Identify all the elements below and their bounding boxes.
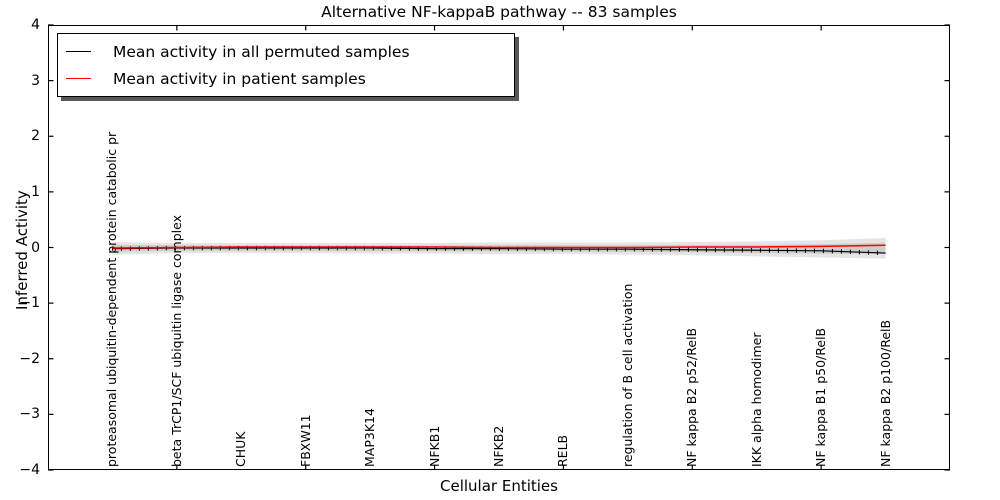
y-tick-label: 0 — [31, 239, 40, 256]
x-tick-label: MAP3K14 — [362, 408, 378, 467]
chart-title: Alternative NF-kappaB pathway -- 83 samp… — [321, 3, 677, 21]
x-tick-label: regulation of B cell activation — [619, 283, 635, 467]
x-tick-label: NF kappa B2 p100/RelB — [877, 319, 893, 467]
y-tick-label: 3 — [31, 72, 40, 89]
y-tick-label: −4 — [19, 462, 40, 478]
x-tick-label: NFKB2 — [491, 425, 506, 467]
y-tick-label: −3 — [19, 406, 40, 423]
legend-item-patient: Mean activity in patient samples — [66, 65, 514, 92]
x-tick-label: proteasomal ubiquitin-dependent protein … — [104, 131, 120, 467]
x-tick-label: RELB — [555, 434, 571, 467]
y-tick-label: 2 — [31, 128, 40, 145]
x-tick-label: NF kappa B1 p50/RelB — [813, 327, 829, 467]
legend-label-permuted: Mean activity in all permuted samples — [113, 42, 410, 61]
x-tick-label: FBXW11 — [297, 414, 313, 467]
y-tick-label: −1 — [19, 295, 40, 312]
x-tick-label: NFKB1 — [426, 425, 442, 467]
legend-label-patient: Mean activity in patient samples — [113, 69, 366, 88]
legend-line-patient-icon — [66, 78, 91, 79]
y-tick-label: −2 — [19, 350, 40, 367]
x-tick-label: CHUK — [233, 431, 249, 467]
x-tick-label: beta TrCP1/SCF ubiquitin ligase complex — [168, 215, 184, 467]
legend-item-permuted: Mean activity in all permuted samples — [66, 38, 514, 65]
y-tick-label: 4 — [31, 17, 40, 33]
legend: Mean activity in all permuted samples Me… — [57, 33, 515, 97]
y-tick-label: 1 — [31, 183, 40, 200]
legend-line-permuted-icon — [66, 51, 91, 52]
x-tick-label: NF kappa B2 p52/RelB — [684, 327, 700, 467]
x-tick-label: IKK alpha homodimer — [748, 332, 764, 468]
x-axis-label: Cellular Entities — [440, 477, 558, 495]
